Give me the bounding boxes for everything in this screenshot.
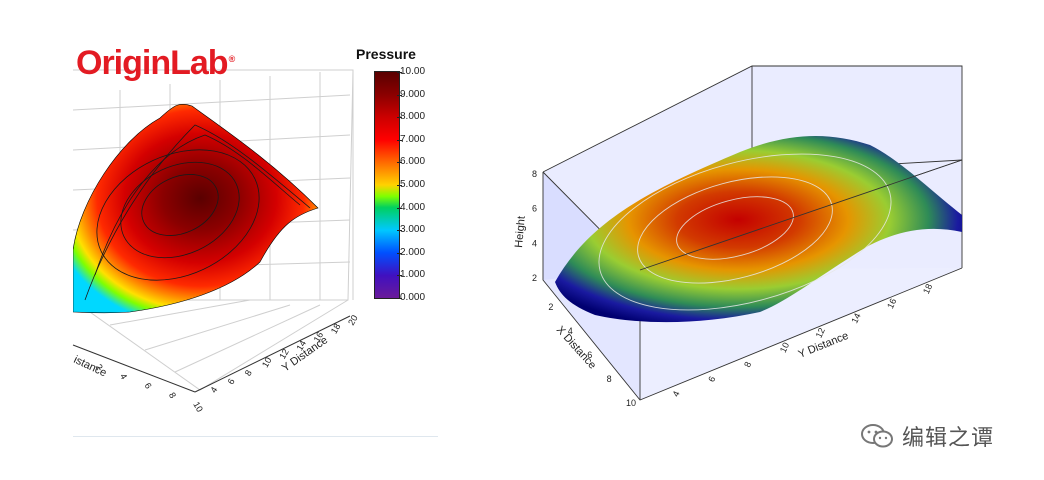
right-y-tick-label: 14: [849, 312, 862, 325]
colorbar-tick-label: 7.000: [396, 133, 426, 145]
left-x-tick-label: 2: [94, 362, 105, 371]
left-x-tick-label: 8: [167, 391, 178, 400]
left-y-tick-label: 18: [329, 322, 343, 336]
colorbar-tick-label: 4.000: [396, 201, 426, 213]
watermark: 编辑之谭: [860, 420, 994, 452]
left-y-tick-label: 16: [312, 330, 326, 344]
left-y-tick-label: 8: [243, 368, 254, 377]
right-z-tick-label: 4: [532, 238, 537, 248]
colorbar-tick-label: 5.000: [396, 179, 426, 190]
right-z-tick-label: 2: [532, 273, 537, 283]
left-y-tick-label: 10: [260, 356, 274, 370]
colorbar-tick-label: 0.000: [396, 292, 426, 303]
right-y-tick-label: 8: [742, 360, 753, 369]
right-y-tick-label: 16: [885, 297, 898, 310]
right-z-tick-label: 8: [532, 169, 537, 179]
colorbar-tick-label: 10.00: [396, 66, 426, 77]
colorbar-title: Pressure: [356, 46, 416, 62]
colorbar-tick-label: 9.000: [396, 88, 426, 100]
right-y-tick-label: 6: [706, 375, 717, 384]
left-pressure-surface: [73, 103, 319, 314]
right-y-tick-label: 4: [671, 389, 682, 398]
right-z-axis-label: Height: [513, 216, 528, 249]
wechat-icon: [861, 424, 893, 448]
left-x-tick-label: 6: [142, 381, 153, 390]
right-y-tick-label: 12: [814, 326, 827, 339]
right-z-tick-label: 6: [532, 204, 537, 214]
left-x-tick-label: 4: [118, 372, 129, 381]
originlab-logo: OriginLab®: [76, 44, 235, 82]
right-y-tick-label: 18: [921, 282, 934, 295]
left-contour-lines: [84, 124, 311, 301]
colorbar-tick-label: 2.000: [396, 246, 426, 258]
left-x-tick-label: 10: [191, 400, 205, 414]
right-x-tick-label: 4: [568, 326, 573, 336]
right-y-tick-label: 10: [778, 341, 791, 354]
colorbar-tick-label: 6.000: [396, 156, 426, 168]
right-x-tick-label: 8: [607, 374, 612, 384]
left-y-tick-label: 12: [277, 347, 291, 361]
right-x-tick-label: 10: [626, 398, 636, 408]
right-x-tick-label: 2: [548, 302, 553, 312]
colorbar-tick-label: 8.000: [396, 111, 426, 123]
left-y-tick-label: 14: [294, 339, 308, 353]
left-y-tick-label: 6: [226, 377, 237, 386]
colorbar-tick-label: 1.000: [396, 269, 426, 281]
left-y-tick-label: 4: [208, 385, 219, 394]
left-y-tick-label: 20: [346, 313, 360, 327]
left-y-axis: [194, 315, 351, 393]
colorbar: [374, 71, 400, 299]
left-x-axis: [72, 344, 196, 393]
colorbar-tick-label: 3.000: [396, 224, 426, 236]
right-x-tick-label: 6: [587, 350, 592, 360]
